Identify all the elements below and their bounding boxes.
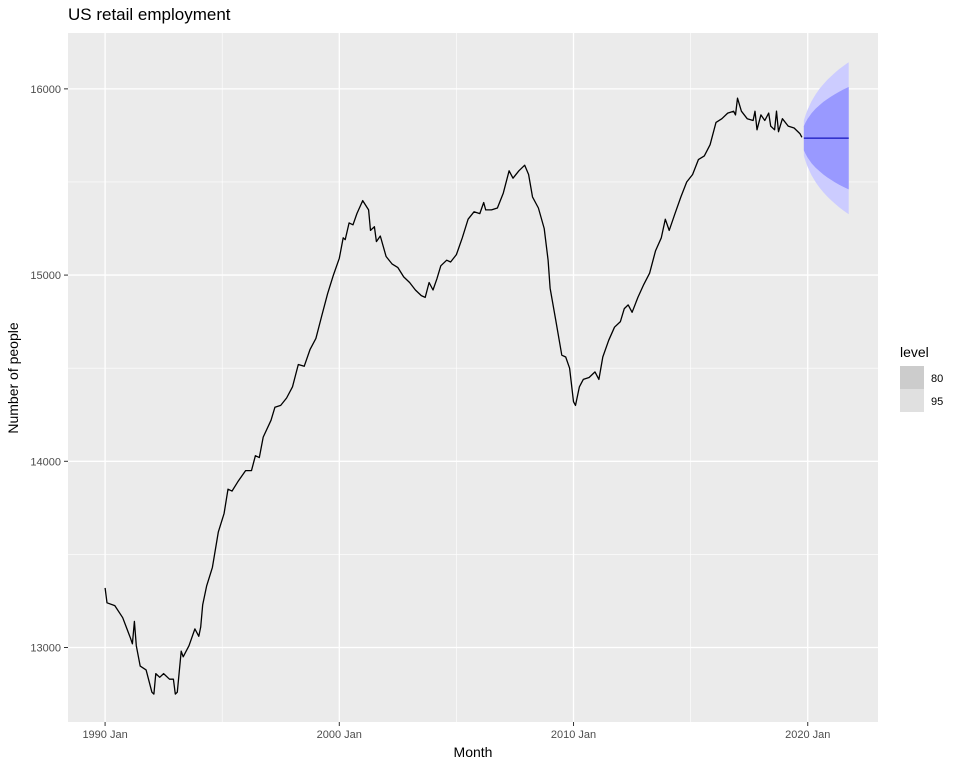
x-tick-label: 2000 Jan (317, 729, 362, 741)
x-axis-title: Month (454, 744, 493, 760)
y-tick-label: 14000 (30, 456, 61, 468)
grid-minor (68, 33, 878, 722)
y-axis: 13000 14000 15000 16000 (30, 84, 68, 655)
plot-panel (68, 33, 878, 722)
legend-title: level (900, 344, 929, 360)
x-axis: 1990 Jan 2000 Jan 2010 Jan 2020 Jan (82, 722, 830, 741)
legend-label-95: 95 (931, 396, 943, 408)
legend-key-95 (900, 389, 924, 412)
y-tick-label: 13000 (30, 643, 61, 655)
legend-label-80: 80 (931, 373, 943, 385)
x-tick-label: 2020 Jan (785, 729, 830, 741)
x-tick-label: 2010 Jan (551, 729, 596, 741)
chart-title: US retail employment (68, 5, 231, 24)
legend: level 80 95 (900, 344, 943, 412)
y-axis-title: Number of people (5, 322, 21, 434)
series-line (104, 97, 803, 695)
series-lines (104, 97, 849, 695)
x-tick-label: 1990 Jan (82, 729, 127, 741)
y-tick-label: 15000 (30, 270, 61, 282)
legend-key-80 (900, 366, 924, 389)
y-tick-label: 16000 (30, 84, 61, 96)
grid-major (68, 33, 878, 722)
